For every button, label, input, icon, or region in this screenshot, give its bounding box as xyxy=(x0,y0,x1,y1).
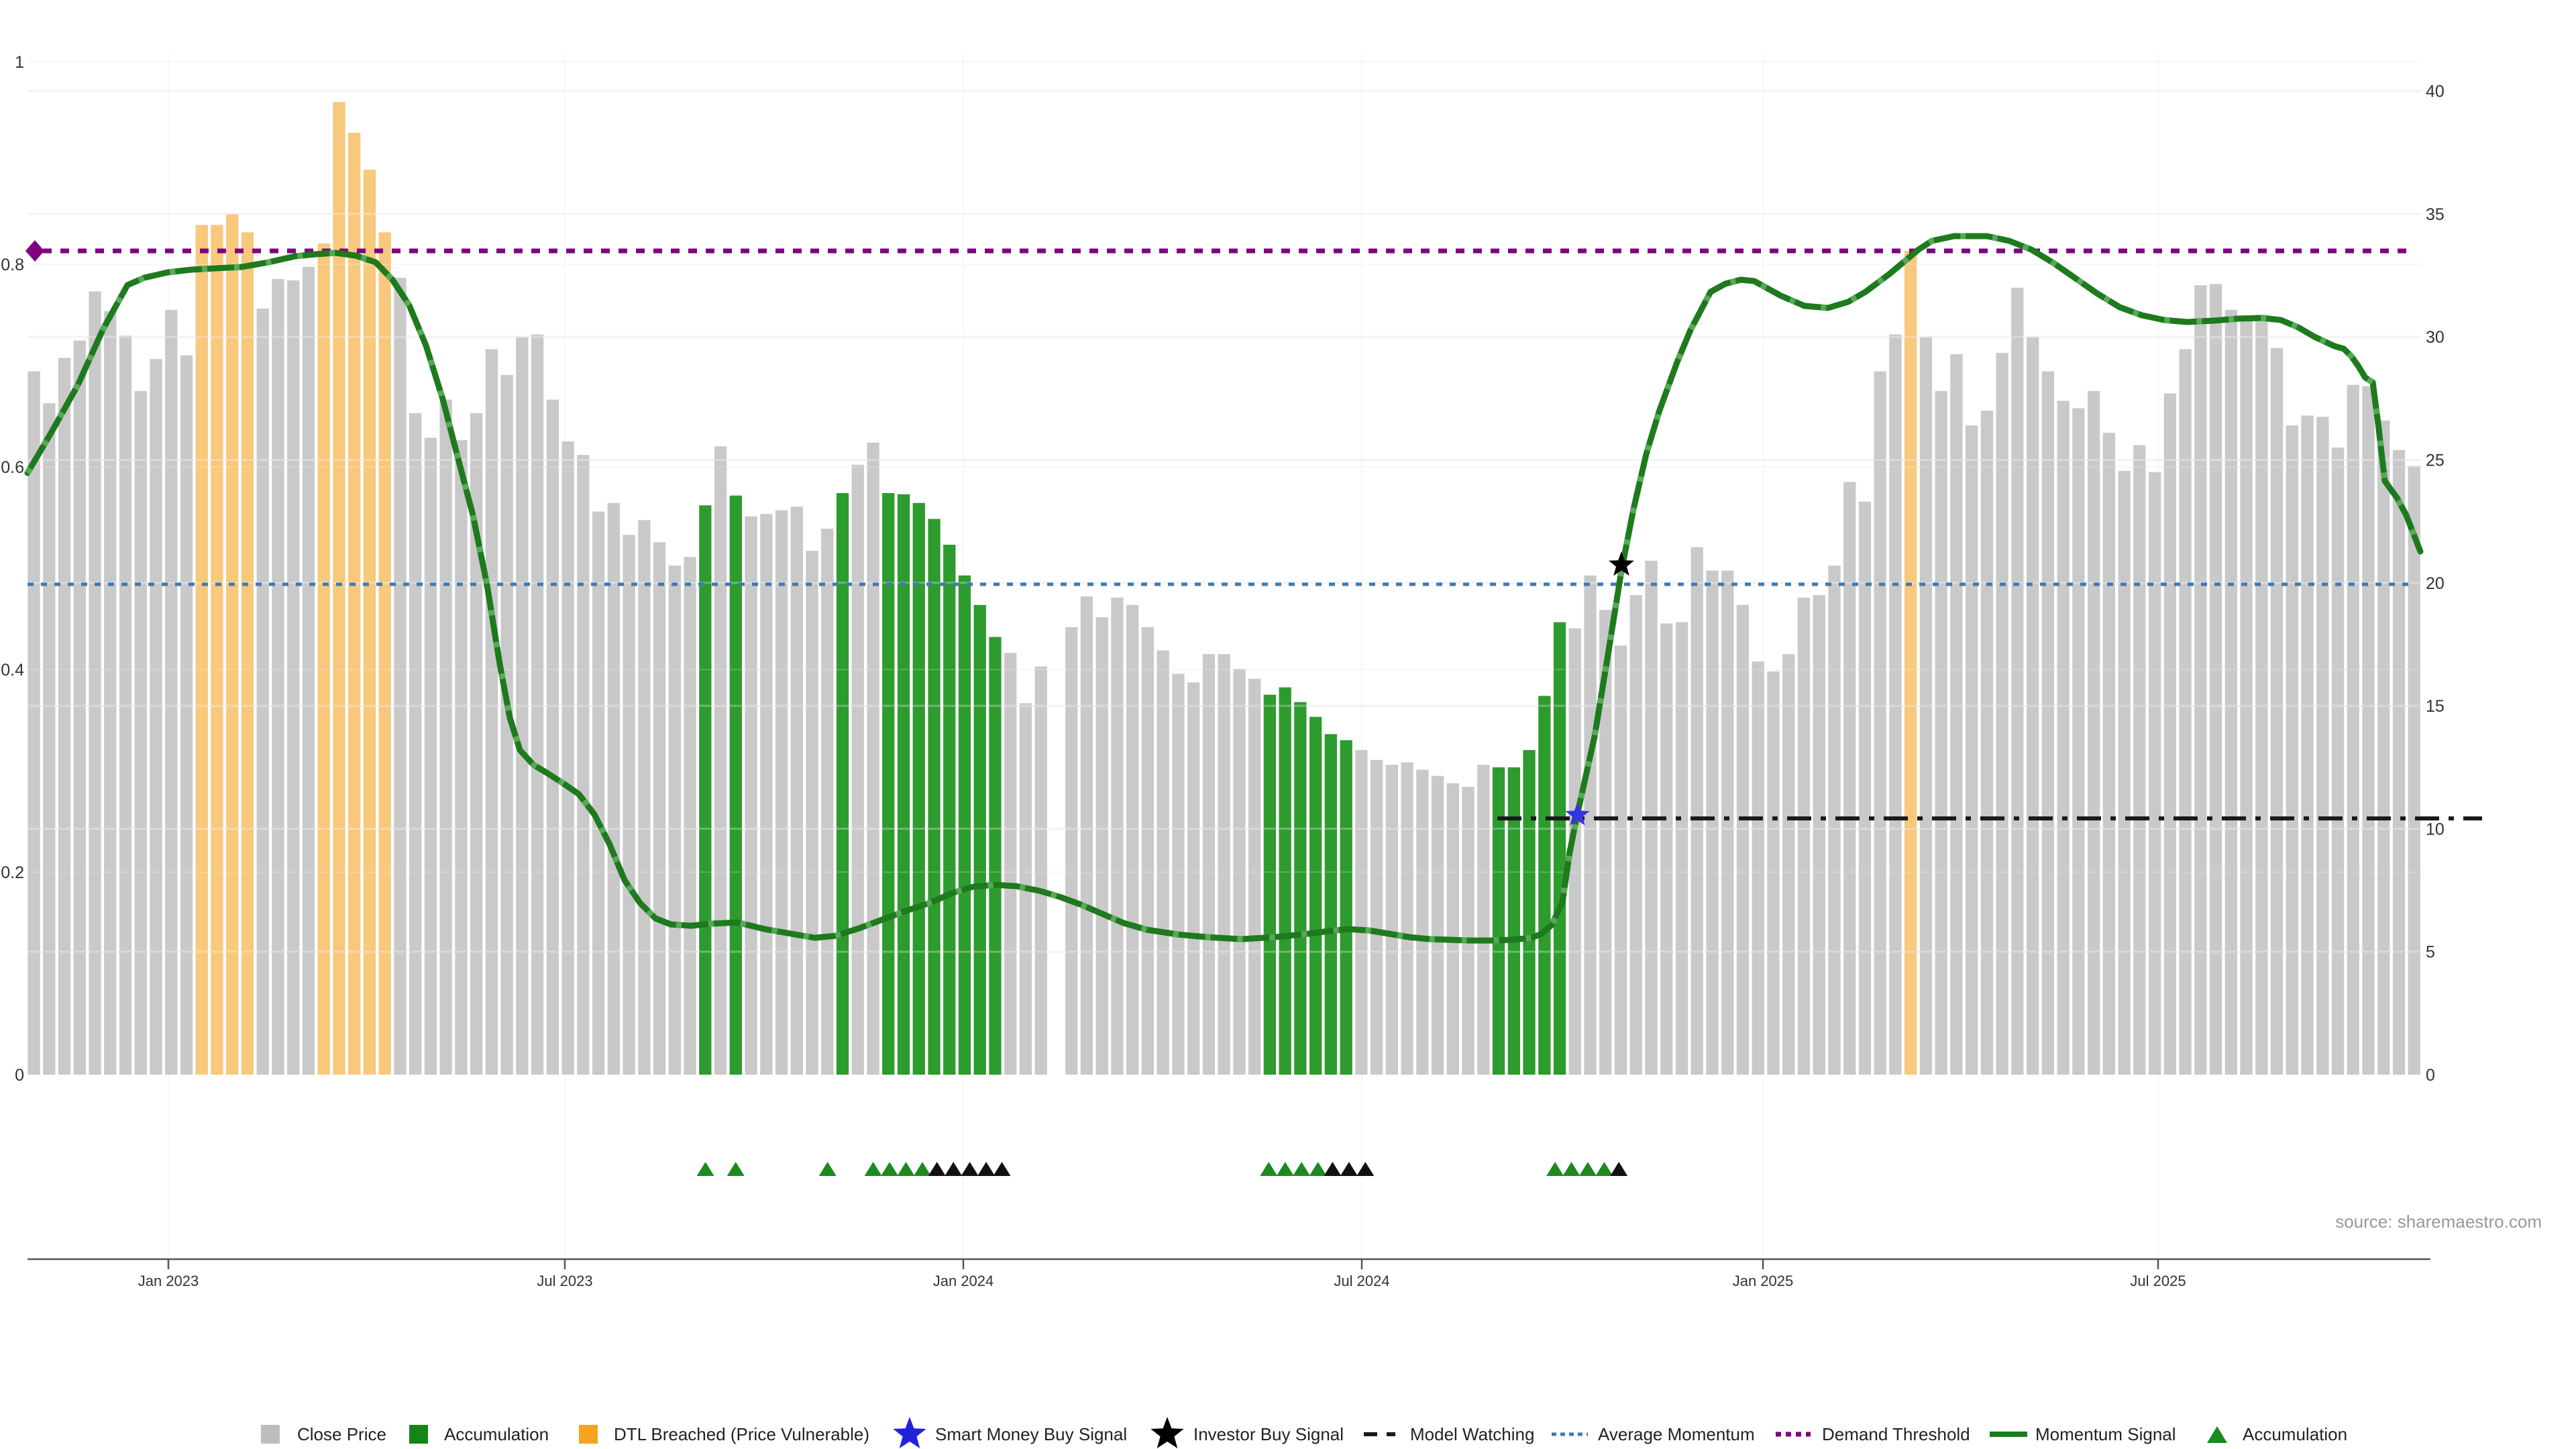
svg-text:Accumulation: Accumulation xyxy=(2243,1424,2347,1444)
svg-text:Close Price: Close Price xyxy=(297,1424,386,1444)
svg-text:15: 15 xyxy=(2426,697,2445,716)
svg-text:Demand Threshold: Demand Threshold xyxy=(1822,1424,1970,1444)
svg-text:5: 5 xyxy=(2426,943,2435,962)
svg-text:40: 40 xyxy=(2426,83,2445,101)
svg-text:0.4: 0.4 xyxy=(1,661,24,680)
svg-text:Smart Money Buy Signal: Smart Money Buy Signal xyxy=(935,1424,1127,1444)
svg-text:0.6: 0.6 xyxy=(1,458,24,477)
svg-text:Jan 2024: Jan 2024 xyxy=(933,1273,994,1289)
svg-text:1: 1 xyxy=(15,53,24,72)
svg-text:Investor Buy Signal: Investor Buy Signal xyxy=(1193,1424,1344,1444)
svg-text:0.8: 0.8 xyxy=(1,256,24,274)
svg-text:Jul 2025: Jul 2025 xyxy=(2130,1273,2186,1289)
svg-text:Jan 2023: Jan 2023 xyxy=(138,1273,199,1289)
svg-text:0.2: 0.2 xyxy=(1,863,24,882)
svg-text:35: 35 xyxy=(2426,205,2445,224)
svg-text:Model Watching: Model Watching xyxy=(1410,1424,1534,1444)
svg-text:source: sharemaestro.com: source: sharemaestro.com xyxy=(2335,1212,2542,1232)
svg-text:Momentum Signal: Momentum Signal xyxy=(2035,1424,2176,1444)
svg-text:20: 20 xyxy=(2426,574,2445,593)
svg-text:Accumulation: Accumulation xyxy=(444,1424,549,1444)
svg-text:25: 25 xyxy=(2426,451,2445,470)
svg-text:Jan 2025: Jan 2025 xyxy=(1733,1273,1794,1289)
svg-text:Jul 2024: Jul 2024 xyxy=(1334,1273,1389,1289)
svg-text:30: 30 xyxy=(2426,328,2445,347)
svg-text:DTL Breached (Price Vulnerable: DTL Breached (Price Vulnerable) xyxy=(614,1424,869,1444)
svg-text:0: 0 xyxy=(2426,1066,2435,1085)
svg-text:Average Momentum: Average Momentum xyxy=(1598,1424,1755,1444)
svg-text:10: 10 xyxy=(2426,820,2445,839)
svg-text:Jul 2023: Jul 2023 xyxy=(537,1273,592,1289)
svg-text:0: 0 xyxy=(15,1066,24,1085)
